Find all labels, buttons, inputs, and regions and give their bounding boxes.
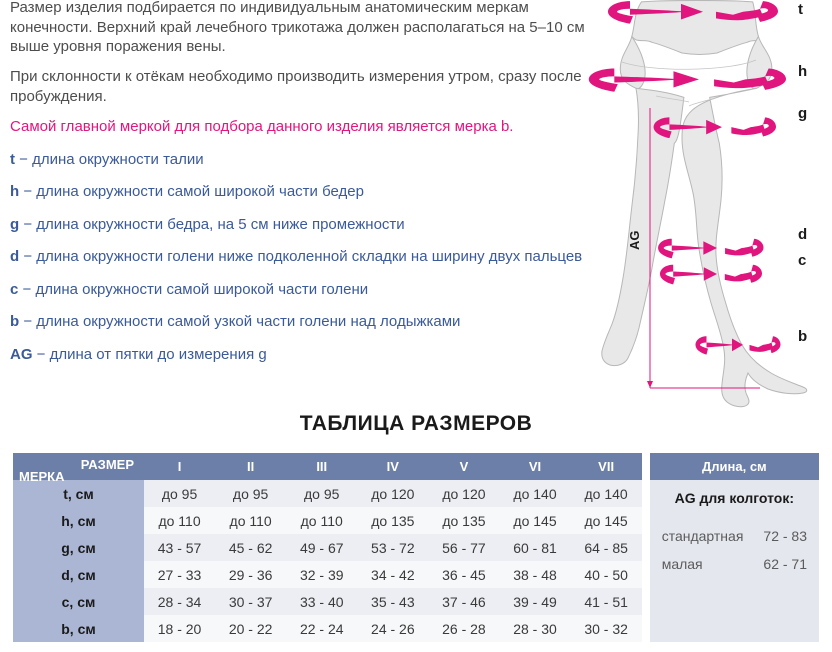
svg-text:b: b	[798, 328, 807, 345]
svg-text:h: h	[798, 63, 807, 80]
svg-text:t: t	[798, 1, 803, 18]
svg-text:d: d	[798, 226, 807, 243]
svg-text:c: c	[798, 252, 806, 269]
svg-text:g: g	[798, 105, 807, 122]
svg-text:AG: AG	[627, 231, 642, 251]
